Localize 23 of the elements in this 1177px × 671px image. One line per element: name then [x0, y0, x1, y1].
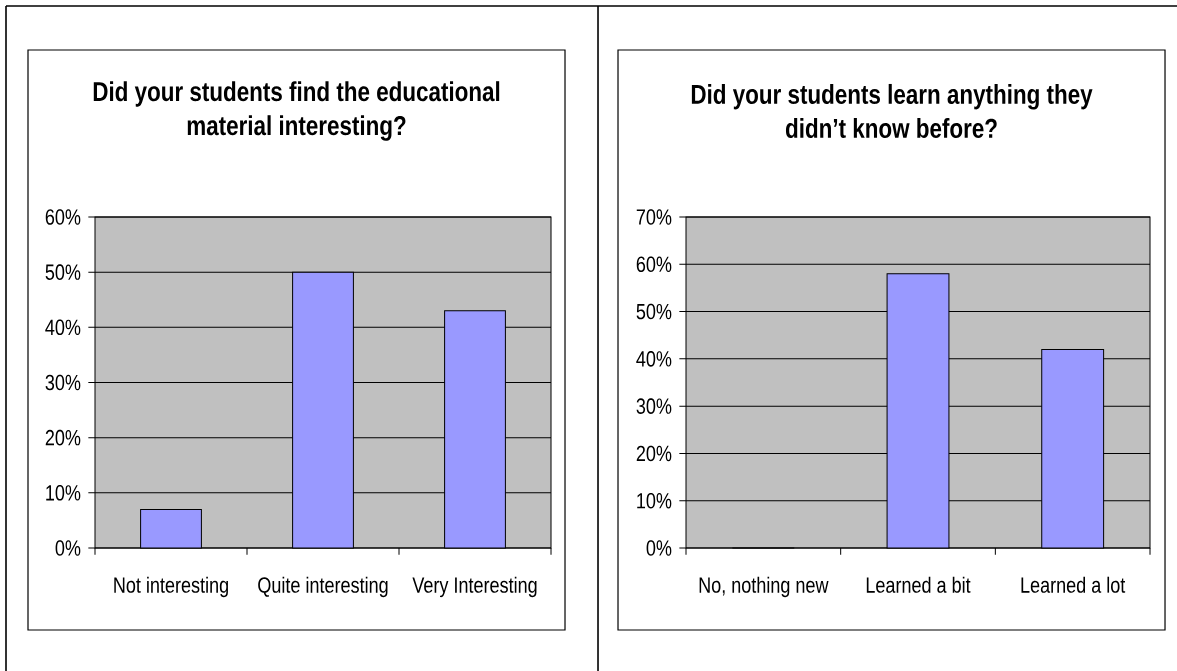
chart-title: Did your students find the educational material interesting?: [93, 81, 500, 141]
x-tick-label: Quite interesting: [258, 576, 388, 598]
y-tick-label: 0%: [646, 540, 672, 556]
y-tick-label: 0%: [55, 540, 81, 556]
y-tick-label: 20%: [636, 445, 672, 462]
y-tick-label: 50%: [636, 303, 672, 320]
x-tick-label: Not interesting: [114, 576, 228, 598]
y-tick-label: 40%: [636, 351, 672, 367]
x-tick-label: Learned a bit: [866, 576, 971, 593]
y-tick-label: 40%: [45, 319, 81, 336]
x-tick-label: Very Interesting: [412, 576, 537, 598]
y-tick-label: 60%: [636, 256, 672, 273]
y-tick-label: 50%: [45, 264, 81, 280]
y-tick-label: 20%: [45, 429, 81, 446]
y-tick-label: 60%: [45, 209, 81, 225]
y-tick-label: 30%: [45, 374, 81, 391]
x-tick-label: No, nothing new: [699, 576, 829, 598]
y-tick-label: 30%: [636, 398, 672, 414]
x-tick-label: Learned a lot: [1021, 576, 1126, 593]
y-tick-label: 10%: [46, 485, 81, 501]
y-tick-label: 70%: [636, 209, 672, 225]
y-tick-label: 10%: [637, 492, 672, 509]
chart-title: Did your students learn anything they didn’t know before?: [691, 83, 1093, 139]
